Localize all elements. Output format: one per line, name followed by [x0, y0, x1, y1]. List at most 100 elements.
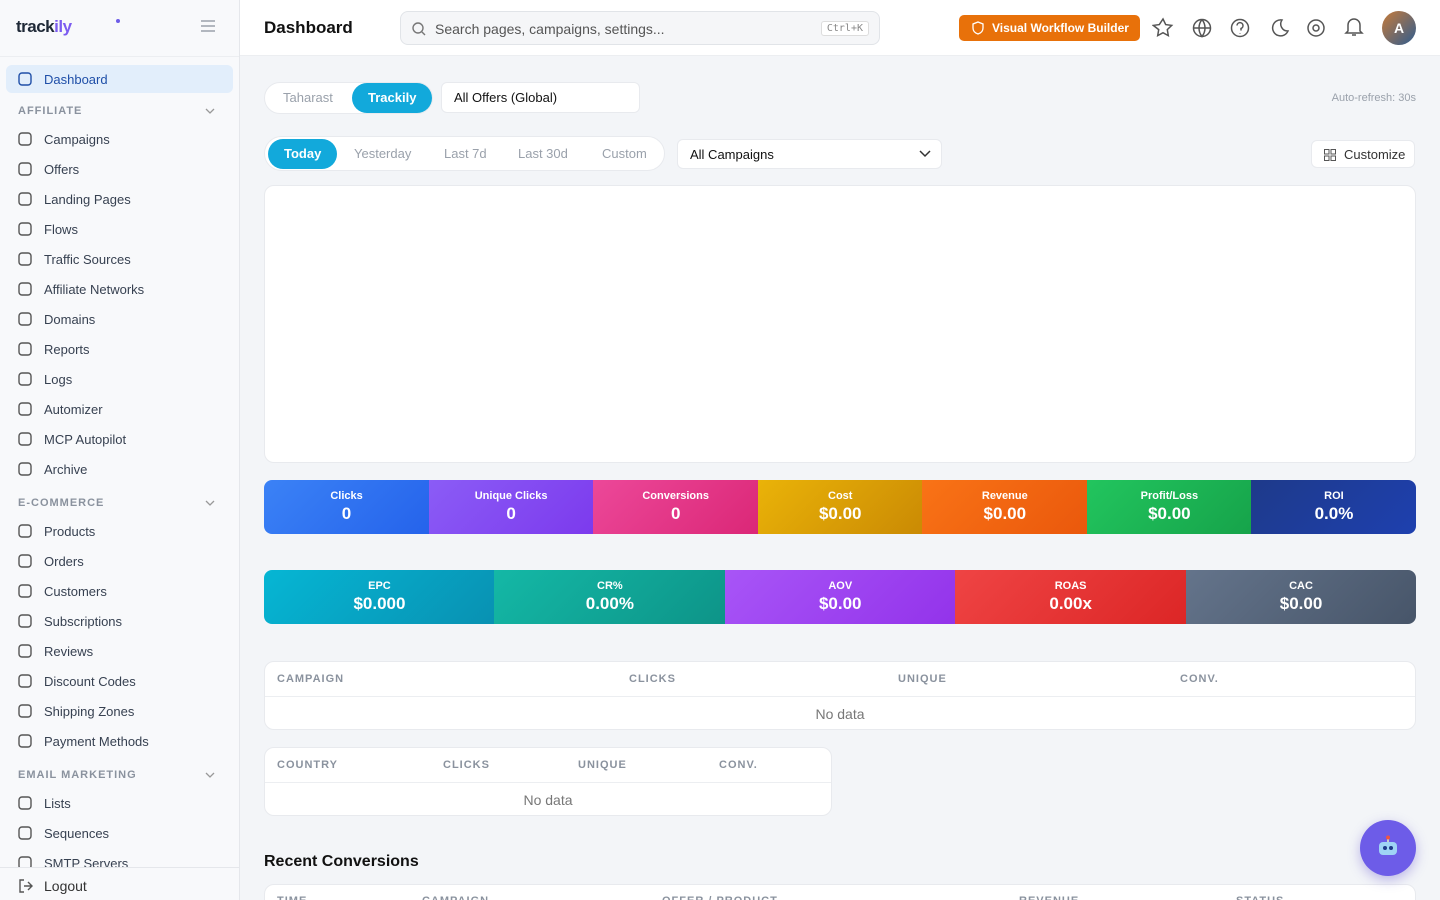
- avatar[interactable]: A: [1382, 11, 1416, 45]
- shield-icon: [972, 21, 984, 35]
- metric-card: CAC $0.00: [1185, 570, 1416, 624]
- metric-value: $0.00: [983, 504, 1027, 523]
- nav-icon: [18, 554, 32, 568]
- nav-item[interactable]: Flows: [6, 215, 233, 243]
- nav-item[interactable]: Reviews: [6, 637, 233, 665]
- customize-label: Customize: [1344, 147, 1406, 162]
- nav-icon: [18, 132, 32, 146]
- range-tab[interactable]: Yesterday: [354, 146, 412, 161]
- metric-card: Clicks 0: [264, 480, 430, 534]
- campaign-select[interactable]: All Campaigns: [677, 139, 942, 169]
- nav-label: Discount Codes: [44, 673, 136, 689]
- empty-state: No data: [815, 706, 865, 722]
- metrics-row: EPC $0.000 CR% 0.00% AOV $0.00 ROAS 0.00x CAC $0.…: [264, 570, 1416, 624]
- range-tab[interactable]: Today: [268, 139, 338, 169]
- metric-card: Revenue $0.00: [922, 480, 1088, 534]
- workspace-tabs: Taharast Trackily: [264, 82, 433, 114]
- nav-item[interactable]: MCP Autopilot: [6, 425, 233, 453]
- column-header: UNIQUE: [898, 673, 947, 685]
- search-icon: [412, 22, 426, 36]
- nav-item[interactable]: Reports: [6, 335, 233, 363]
- nav-item[interactable]: Shipping Zones: [6, 697, 233, 725]
- logo-part: track: [16, 17, 55, 36]
- nav-label: Dashboard: [44, 71, 108, 87]
- nav-icon: [18, 734, 32, 748]
- nav-label: Products: [44, 523, 96, 539]
- nav-item[interactable]: Sequences: [6, 819, 233, 847]
- nav-item[interactable]: Campaigns: [6, 125, 233, 153]
- nav-item[interactable]: Payment Methods: [6, 727, 233, 755]
- metric-card: ROAS 0.00x: [955, 570, 1187, 624]
- logo-part: ily: [54, 17, 72, 36]
- metric-card: CR% 0.00%: [494, 570, 726, 624]
- nav-label: Flows: [44, 221, 78, 237]
- nav-item[interactable]: Affiliate Networks: [6, 275, 233, 303]
- nav-icon: [18, 402, 32, 416]
- range-tab[interactable]: Last 30d: [518, 146, 568, 161]
- nav-label: Traffic Sources: [44, 251, 131, 267]
- nav-item[interactable]: Customers: [6, 577, 233, 605]
- nav-heading-label: E-COMMERCE: [18, 497, 105, 509]
- logout[interactable]: Logout: [44, 878, 87, 894]
- nav-icon: [18, 462, 32, 476]
- nav-item[interactable]: Discount Codes: [6, 667, 233, 695]
- main: Taharast Trackily All Offers (Global) Aut…: [240, 56, 1440, 900]
- nav-item[interactable]: Landing Pages: [6, 185, 233, 213]
- nav-heading[interactable]: AFFILIATE: [18, 103, 223, 119]
- nav-item[interactable]: Automizer: [6, 395, 233, 423]
- metric-label: ROI: [1324, 490, 1344, 502]
- nav-item[interactable]: Archive: [6, 455, 233, 483]
- campaign-table: CAMPAIGN CLICKS UNIQUE CONV. No data: [264, 661, 1416, 730]
- nav-label: Payment Methods: [44, 733, 149, 749]
- nav-item[interactable]: Traffic Sources: [6, 245, 233, 273]
- nav: Dashboard AFFILIATE Campaigns Offers Landing…: [0, 56, 239, 867]
- campaign-select-label: All Campaigns: [690, 146, 774, 162]
- workspace-tab[interactable]: Trackily: [352, 83, 433, 113]
- chat-bot-button[interactable]: [1360, 820, 1416, 876]
- range-tab[interactable]: Custom: [602, 146, 647, 161]
- nav-item[interactable]: Lists: [6, 789, 233, 817]
- toolbar-icons[interactable]: [1152, 17, 1342, 39]
- empty-state: No data: [523, 792, 573, 808]
- nav-heading[interactable]: EMAIL MARKETING: [18, 767, 223, 783]
- nav-heading-label: AFFILIATE: [18, 105, 83, 117]
- column-header: OFFER / PRODUCT: [662, 895, 778, 900]
- customize-button[interactable]: Customize: [1311, 140, 1415, 168]
- metrics-row: Clicks 0 Unique Clicks 0 Conversions 0 Cost $0.…: [264, 480, 1416, 534]
- nav-item[interactable]: Products: [6, 517, 233, 545]
- column-header: STATUS: [1236, 895, 1284, 900]
- chart-area: [264, 185, 1416, 463]
- nav-item[interactable]: SMTP Servers: [6, 849, 233, 867]
- nav-label: Campaigns: [44, 131, 110, 147]
- nav-item[interactable]: Offers: [6, 155, 233, 183]
- search[interactable]: Search pages, campaigns, settings... Ctr…: [400, 11, 880, 45]
- nav-label: Automizer: [44, 401, 103, 417]
- workflow-button[interactable]: Visual Workflow Builder: [959, 15, 1140, 41]
- topbar: Dashboard Search pages, campaigns, setti…: [240, 0, 1440, 56]
- nav-label: Offers: [44, 161, 80, 177]
- nav-heading-label: EMAIL MARKETING: [18, 769, 137, 781]
- nav-item[interactable]: Dashboard: [6, 65, 233, 93]
- nav-item[interactable]: Subscriptions: [6, 607, 233, 635]
- workspace-tab[interactable]: Taharast: [283, 90, 333, 105]
- nav-item[interactable]: Orders: [6, 547, 233, 575]
- column-header: CONV.: [1180, 673, 1219, 685]
- offer-select[interactable]: All Offers (Global): [441, 82, 640, 113]
- metric-label: CAC: [1289, 580, 1313, 592]
- notifications-icon[interactable]: [1344, 16, 1364, 38]
- nav-icon: [18, 282, 32, 296]
- collapse-button[interactable]: [200, 19, 216, 33]
- logout-row[interactable]: Logout: [0, 867, 239, 900]
- nav-label: SMTP Servers: [44, 855, 129, 868]
- metric-card: Conversions 0: [593, 480, 759, 534]
- nav-item[interactable]: Logs: [6, 365, 233, 393]
- nav-icon: [18, 826, 32, 840]
- metric-card: AOV $0.00: [724, 570, 956, 624]
- range-tab[interactable]: Last 7d: [444, 146, 487, 161]
- metric-value: 0.00%: [585, 594, 634, 613]
- bot-icon: [1379, 835, 1397, 855]
- column-header: CONV.: [719, 759, 758, 771]
- nav-item[interactable]: Domains: [6, 305, 233, 333]
- nav-heading[interactable]: E-COMMERCE: [18, 495, 223, 511]
- logo[interactable]: trackily: [16, 17, 72, 37]
